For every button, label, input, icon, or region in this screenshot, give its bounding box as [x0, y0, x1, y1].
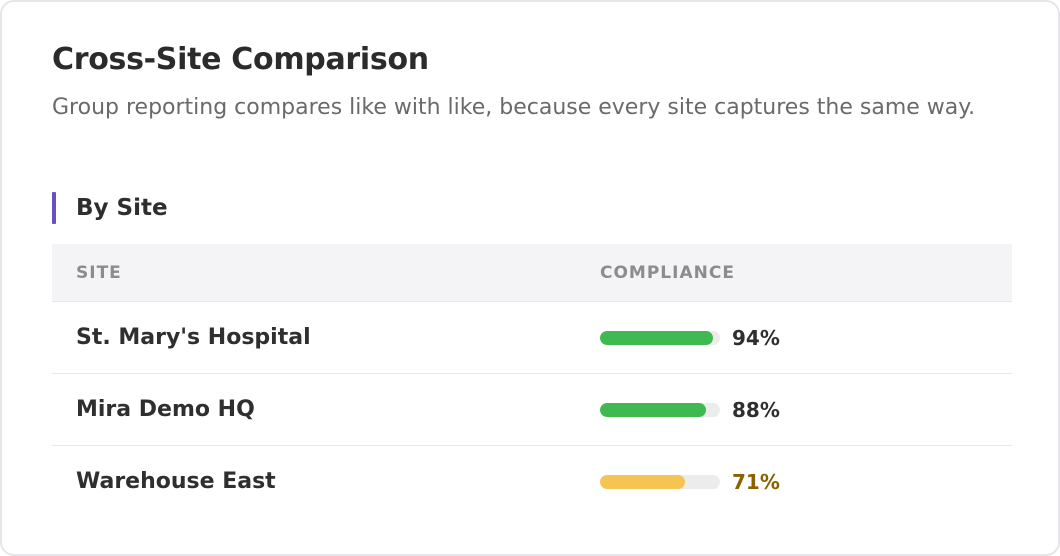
section-header: By Site [52, 192, 168, 224]
site-name: Mira Demo HQ [76, 397, 255, 422]
table-row[interactable]: St. Mary's Hospital 94% [52, 302, 1012, 374]
card-title: Cross-Site Comparison [52, 42, 429, 77]
site-name: St. Mary's Hospital [76, 325, 311, 350]
section-title: By Site [76, 195, 168, 221]
column-header-site: SITE [76, 263, 122, 283]
table-row[interactable]: Mira Demo HQ 88% [52, 374, 1012, 446]
table-header: SITE COMPLIANCE [52, 244, 1012, 302]
table-row[interactable]: Warehouse East 71% [52, 446, 1012, 518]
section-accent-bar [52, 192, 56, 224]
compliance-bar-track [600, 403, 720, 417]
site-name: Warehouse East [76, 469, 276, 494]
table-body: St. Mary's Hospital 94% Mira Demo HQ 88%… [52, 302, 1012, 518]
compliance-percent: 88% [732, 398, 780, 422]
compliance-bar-fill [600, 403, 706, 417]
compliance-percent: 94% [732, 326, 780, 350]
compliance-bar-fill [600, 331, 713, 345]
column-header-compliance: COMPLIANCE [600, 263, 735, 283]
compliance-percent: 71% [732, 470, 780, 494]
card-subtitle: Group reporting compares like with like,… [52, 95, 976, 120]
compliance-bar-track [600, 475, 720, 489]
site-compliance-table: SITE COMPLIANCE St. Mary's Hospital 94% … [52, 244, 1012, 518]
compliance-bar-fill [600, 475, 686, 489]
compliance-bar-track [600, 331, 720, 345]
